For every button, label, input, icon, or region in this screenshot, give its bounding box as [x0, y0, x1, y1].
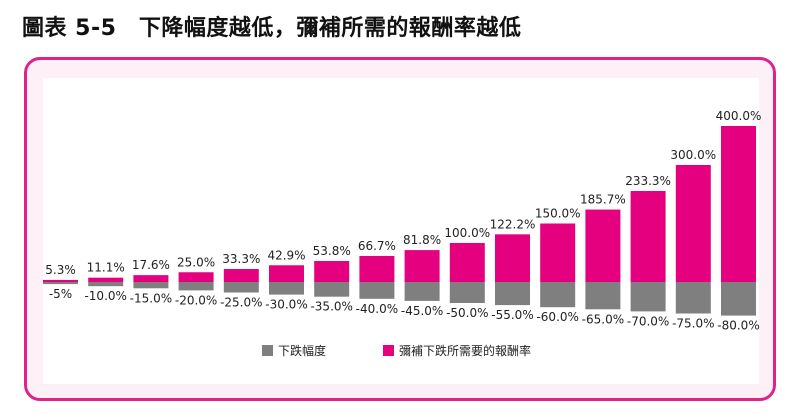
decline-data-label: -50.0%	[446, 306, 488, 320]
recovery-bar	[178, 272, 214, 282]
recovery-bar	[495, 234, 530, 282]
decline-data-label: -45.0%	[401, 304, 443, 318]
legend-label-decline: 下跌幅度	[278, 343, 326, 358]
decline-bar	[404, 282, 440, 301]
decline-data-label: -65.0%	[582, 312, 624, 326]
recovery-data-label: 53.8%	[313, 244, 351, 258]
recovery-data-label: 17.6%	[132, 258, 170, 272]
decline-bar	[223, 282, 259, 293]
recovery-data-label: 33.3%	[222, 252, 260, 266]
decline-data-label: -25.0%	[220, 296, 262, 310]
recovery-bar	[449, 243, 485, 282]
recovery-data-label: 11.1%	[87, 261, 125, 275]
recovery-data-label: 66.7%	[358, 239, 396, 253]
decline-data-label: -30.0%	[265, 298, 307, 312]
recovery-bar	[88, 277, 124, 282]
decline-data-label: -75.0%	[672, 317, 714, 331]
recovery-bar	[43, 279, 78, 282]
decline-bar	[359, 282, 395, 299]
recovery-bar	[359, 255, 395, 282]
decline-data-label: -10.0%	[84, 289, 126, 303]
decline-data-label: -5%	[49, 287, 72, 301]
recovery-bar	[269, 265, 304, 282]
recovery-data-label: 400.0%	[716, 109, 762, 123]
recovery-data-label: 42.9%	[267, 248, 305, 262]
decline-bar	[269, 282, 304, 295]
recovery-bar	[133, 275, 169, 282]
recovery-bar	[585, 209, 621, 282]
recovery-data-label: 185.7%	[580, 193, 626, 207]
recovery-bar	[675, 165, 711, 282]
recovery-data-label: 233.3%	[625, 174, 671, 188]
recovery-data-label: 122.2%	[490, 217, 536, 231]
decline-data-label: -15.0%	[130, 291, 172, 305]
decline-data-label: -40.0%	[356, 302, 398, 316]
decline-data-label: -55.0%	[491, 308, 533, 322]
recovery-data-label: 150.0%	[535, 207, 581, 221]
decline-data-label: -20.0%	[175, 293, 217, 307]
recovery-bar	[721, 126, 756, 282]
decline-bar	[630, 282, 666, 312]
recovery-data-label: 300.0%	[670, 148, 716, 162]
decline-bar	[449, 282, 485, 303]
recovery-data-label: 100.0%	[444, 226, 490, 240]
decline-data-label: -70.0%	[627, 314, 669, 328]
decline-data-label: -60.0%	[536, 310, 578, 324]
decline-bar	[675, 282, 711, 314]
recovery-bar	[404, 250, 440, 282]
legend-swatch-recovery	[383, 345, 394, 356]
decline-bar	[178, 282, 214, 291]
decline-data-label: -80.0%	[717, 319, 759, 333]
legend-swatch-decline	[262, 345, 273, 356]
decline-bar	[540, 282, 576, 308]
recovery-data-label: 25.0%	[177, 255, 215, 269]
decline-bar	[133, 282, 169, 289]
decline-bar	[495, 282, 530, 306]
recovery-data-label: 81.8%	[403, 233, 441, 247]
recovery-bar	[223, 269, 259, 282]
legend-label-recovery: 彌補下跌所需要的報酬率	[399, 343, 531, 358]
recovery-bar	[630, 191, 666, 282]
recovery-data-label: 5.3%	[45, 263, 76, 277]
decline-data-label: -35.0%	[310, 300, 352, 314]
recovery-bar	[314, 261, 350, 282]
recovery-bar	[540, 223, 576, 282]
decline-bar	[88, 282, 124, 287]
decline-bar	[43, 282, 78, 285]
decline-bar	[721, 282, 756, 316]
decline-bar	[585, 282, 621, 310]
decline-bar	[314, 282, 350, 297]
figure-title: 圖表 5-5 下降幅度越低，彌補所需的報酬率越低	[22, 16, 522, 41]
